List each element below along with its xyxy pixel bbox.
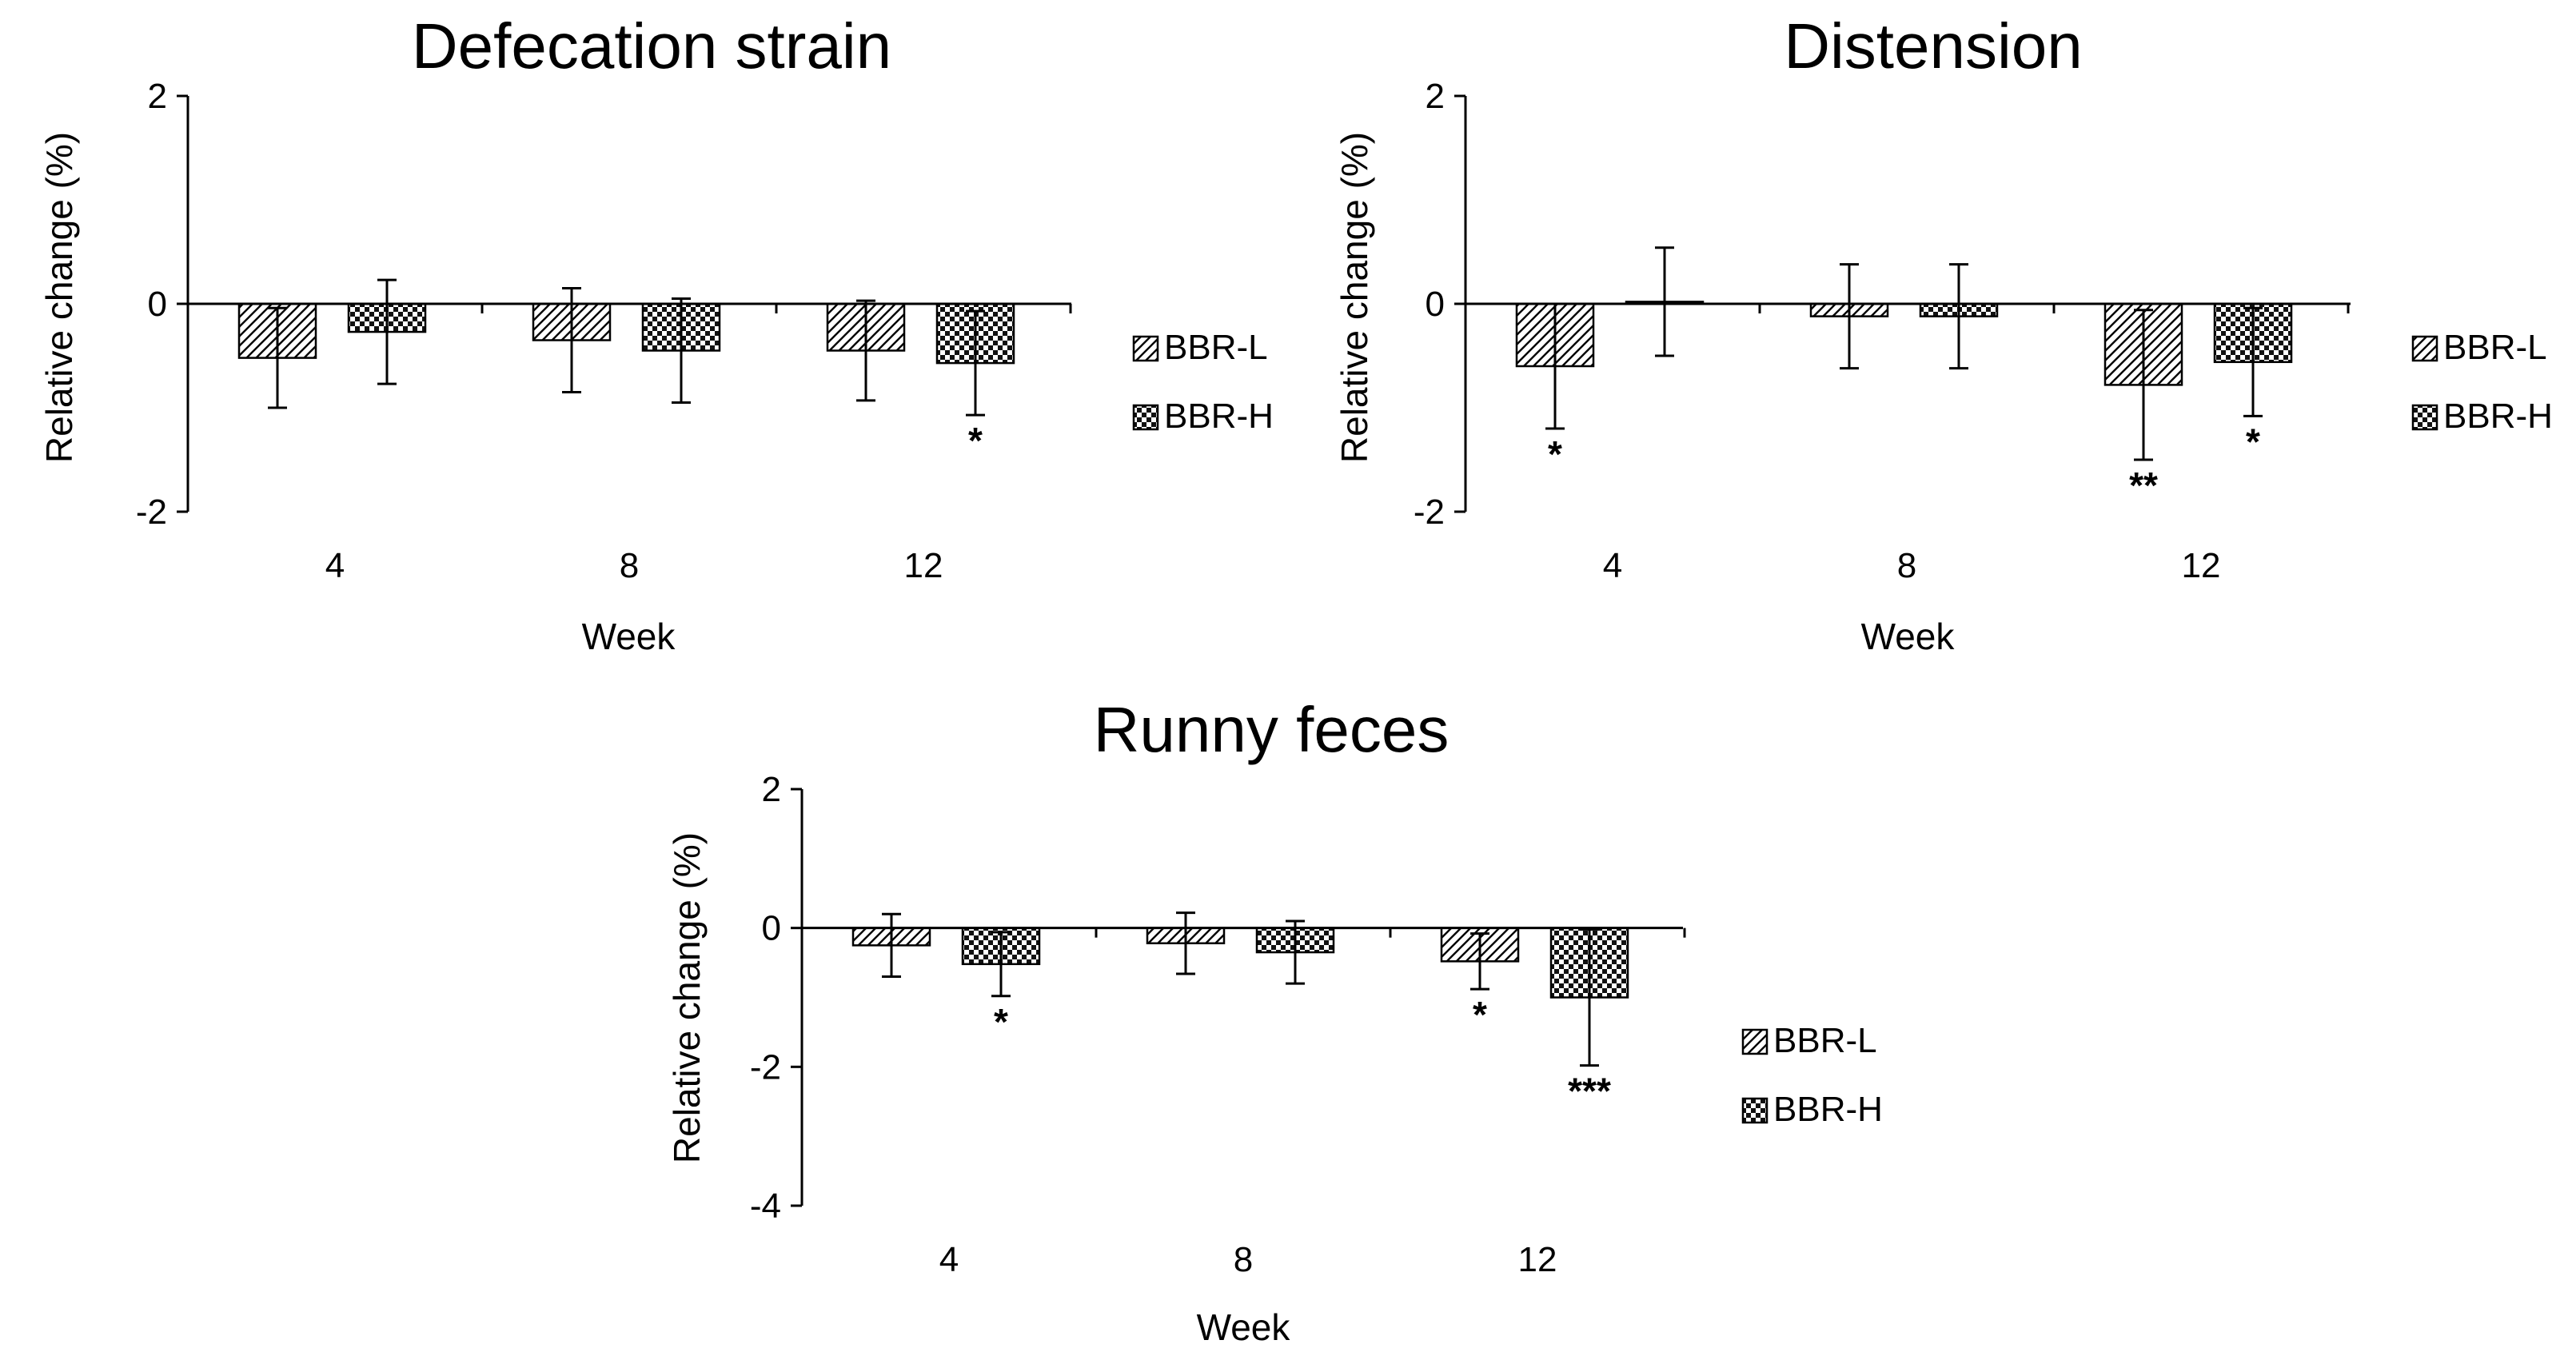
legend-label-bbr-h: BBR-H (2443, 397, 2553, 436)
y-tick-label: 2 (1426, 77, 1445, 116)
x-tick-label: 12 (2182, 546, 2221, 585)
chart-panel-runny-feces: Runny feces Relative change (%) Week 2 0 -… (666, 694, 1883, 1348)
legend-swatch-bbr-h (1132, 404, 1159, 431)
y-tick-label: 2 (762, 770, 781, 809)
x-tick-label: 12 (904, 546, 943, 585)
legend: BBR-L BBR-H (1741, 1021, 1883, 1129)
chart-title: Defecation strain (412, 10, 891, 82)
x-tick-label: 4 (939, 1240, 959, 1279)
x-tick-label: 8 (1897, 546, 1916, 585)
y-tick-label: 0 (762, 909, 781, 948)
significance-marker: * (1548, 433, 1562, 475)
x-axis-label: Week (1197, 1306, 1291, 1348)
y-axis-label: Relative change (%) (666, 832, 708, 1163)
legend-swatch-bbr-h (2411, 404, 2438, 431)
significance-marker: *** (1568, 1071, 1611, 1112)
legend-label-bbr-l: BBR-L (2443, 328, 2547, 367)
x-axis-label: Week (1861, 616, 1956, 657)
y-tick-label: -2 (750, 1047, 781, 1087)
significance-marker: * (1473, 994, 1487, 1035)
y-tick-label: -2 (136, 493, 167, 532)
legend: BBR-L BBR-H (1132, 328, 1274, 436)
legend-label-bbr-h: BBR-H (1164, 397, 1274, 436)
legend-label-bbr-h: BBR-H (1773, 1090, 1883, 1129)
significance-marker: * (2246, 421, 2260, 462)
y-axis-label: Relative change (%) (38, 132, 80, 463)
x-tick-label: 4 (1603, 546, 1622, 585)
significance-marker: * (994, 1001, 1008, 1043)
chart-marks: 20-2-4*4 8****12 (750, 770, 1686, 1279)
legend-swatch-bbr-l (2411, 335, 2438, 362)
y-axis-label: Relative change (%) (1334, 132, 1375, 463)
significance-marker: * (968, 420, 983, 461)
legend-swatch-bbr-h (1741, 1097, 1769, 1124)
y-tick-label: -2 (1414, 493, 1445, 532)
x-tick-label: 8 (1234, 1240, 1253, 1279)
y-tick-label: 2 (148, 77, 167, 116)
x-tick-label: 4 (325, 546, 345, 585)
chart-marks: 2 0 -2 4 8 * 12 (136, 77, 1072, 585)
chart-panel-defecation-strain: Defecation strain Relative change (%) We… (38, 10, 1274, 657)
chart-marks: 20-2*4 8***12 (1414, 77, 2351, 585)
x-axis-label: Week (582, 616, 676, 657)
legend: BBR-L BBR-H (2411, 328, 2553, 436)
significance-marker: ** (2129, 465, 2158, 506)
y-tick-label: -4 (750, 1187, 781, 1226)
chart-title: Distension (1784, 10, 2083, 82)
chart-panel-distension: Distension Relative change (%) Week 2 0 -2… (1334, 10, 2553, 657)
legend-swatch-bbr-l (1741, 1028, 1769, 1055)
y-tick-label: 0 (1426, 285, 1445, 324)
x-tick-label: 8 (620, 546, 639, 585)
chart-title: Runny feces (1094, 694, 1449, 765)
legend-label-bbr-l: BBR-L (1164, 328, 1268, 367)
x-tick-label: 12 (1518, 1240, 1557, 1279)
y-tick-label: 0 (148, 285, 167, 324)
legend-swatch-bbr-l (1132, 335, 1159, 362)
legend-label-bbr-l: BBR-L (1773, 1021, 1877, 1060)
